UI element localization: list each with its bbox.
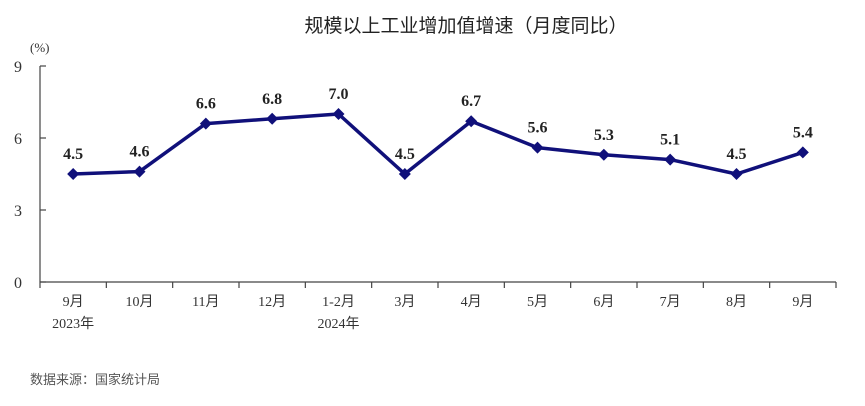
x-tick-label: 4月 <box>461 294 482 310</box>
x-tick-label: 3月 <box>394 294 415 310</box>
x-tick-label: 6月 <box>593 294 614 310</box>
y-tick-label: 9 <box>14 59 22 76</box>
data-point <box>664 153 677 166</box>
x-tick-year-label: 2023年 <box>52 316 94 332</box>
data-label: 6.6 <box>196 96 216 113</box>
chart-title: 规模以上工业增加值增速（月度同比） <box>304 15 627 37</box>
source-note: 数据来源：国家统计局 <box>30 372 160 388</box>
data-point <box>398 168 411 180</box>
data-label: 5.1 <box>660 132 680 149</box>
y-tick-label: 6 <box>14 131 22 148</box>
x-tick-label: 9月 <box>792 294 813 310</box>
data-point <box>796 146 809 159</box>
x-tick-label: 7月 <box>660 294 681 310</box>
data-point <box>332 108 345 120</box>
data-label: 6.8 <box>262 91 282 108</box>
x-tick-year-label: 2024年 <box>318 316 360 332</box>
x-tick-label: 5月 <box>527 294 548 310</box>
data-label: 5.4 <box>793 124 813 141</box>
data-point <box>133 165 146 178</box>
data-label: 5.6 <box>528 120 548 137</box>
x-axis-ticks: 9月 2023年 10月 11月 12月 1-2月 2024年 3月 4月 5月 6月 7月 8月 9月 <box>39 282 837 332</box>
y-tick-label: 3 <box>14 203 22 220</box>
x-tick-label: 10月 <box>126 294 154 310</box>
data-label: 4.6 <box>130 144 150 161</box>
data-labels: 4.5 4.6 6.6 6.8 7.0 4.5 6.7 5.6 5.3 5.1 4.5 5.4 <box>63 86 813 163</box>
data-label: 7.0 <box>329 86 349 103</box>
data-label: 4.5 <box>727 146 747 163</box>
x-tick-label: 9月 <box>63 294 84 310</box>
y-tick-label: 0 <box>14 275 22 292</box>
data-label: 5.3 <box>594 127 614 144</box>
data-point <box>67 168 80 180</box>
data-point <box>597 148 610 161</box>
data-markers <box>67 108 809 180</box>
data-point <box>465 115 478 128</box>
data-label: 4.5 <box>395 146 415 163</box>
x-tick-label: 1-2月 <box>322 294 355 310</box>
data-point <box>730 168 743 180</box>
series-line <box>73 112 804 176</box>
x-tick-label: 12月 <box>258 294 286 310</box>
data-label: 6.7 <box>461 93 481 110</box>
data-point <box>199 117 212 130</box>
x-tick-label: 8月 <box>726 294 747 310</box>
y-axis-ticks: 0 3 6 9 <box>14 59 46 292</box>
data-point <box>531 141 544 154</box>
data-point <box>266 112 279 125</box>
x-tick-label: 11月 <box>192 294 219 310</box>
data-label: 4.5 <box>63 146 83 163</box>
y-axis-unit: (%) <box>30 40 50 55</box>
